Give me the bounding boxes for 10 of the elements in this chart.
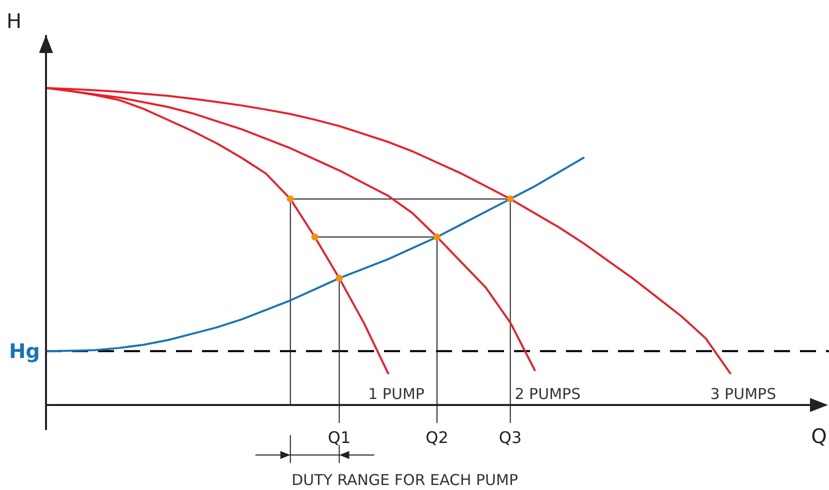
series-label: 1 PUMP [368,385,424,403]
x-tick-label: Q2 [426,428,448,447]
y-axis-title: H [6,9,22,33]
text: DUTY RANGE FOR EACH PUMP [292,471,518,489]
x-tick-label: Q1 [328,428,351,447]
ref-line-label: Hg [8,339,40,364]
x-tick-label: Q3 [498,428,522,447]
x-axis-title: Q [811,424,827,448]
series-label: 3 PUMPS [710,385,776,403]
series-label: 2 PUMPS [514,385,581,403]
